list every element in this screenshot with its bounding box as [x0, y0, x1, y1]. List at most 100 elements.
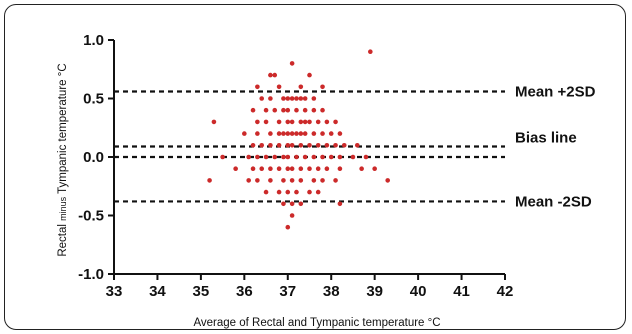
x-tick-label: 36: [236, 283, 253, 300]
data-point: [302, 119, 308, 125]
data-point: [285, 107, 291, 113]
data-point: [207, 178, 212, 183]
data-point: [363, 154, 369, 160]
data-point: [289, 61, 295, 66]
x-tick-label: 40: [410, 283, 427, 300]
data-point: [250, 166, 256, 171]
y-axis-label-part: minus: [58, 196, 68, 221]
data-point: [354, 143, 360, 148]
y-tick-label: -1.0: [78, 266, 104, 283]
data-point: [307, 189, 312, 195]
x-tick-label: 35: [193, 283, 210, 300]
data-point: [337, 154, 343, 160]
data-point: [268, 178, 273, 183]
data-point: [255, 131, 260, 136]
data-point: [276, 189, 282, 195]
data-point: [220, 154, 225, 160]
data-point: [294, 189, 299, 195]
data-point: [289, 201, 295, 207]
data-point: [285, 166, 291, 171]
data-point: [298, 96, 304, 101]
data-point: [281, 178, 286, 183]
data-point: [272, 72, 278, 78]
data-point: [242, 131, 247, 136]
data-point: [246, 154, 251, 160]
data-point: [259, 143, 265, 148]
data-point: [315, 143, 321, 148]
data-point: [294, 154, 299, 160]
data-point: [298, 119, 304, 125]
reference-line-label-1: Bias line: [515, 129, 577, 146]
chart-frame: [4, 4, 626, 330]
reference-line-label-0: Mean +2SD: [515, 83, 596, 100]
y-axis-label-part: Rectal: [57, 221, 69, 257]
x-tick-label: 38: [323, 283, 340, 300]
data-point: [298, 143, 304, 148]
data-point: [276, 84, 282, 90]
data-point: [333, 119, 338, 125]
data-point: [276, 166, 282, 171]
data-point: [315, 166, 321, 171]
data-point: [211, 119, 217, 125]
data-point: [285, 96, 291, 101]
data-point: [268, 72, 273, 78]
data-point: [302, 96, 308, 101]
data-point: [294, 131, 299, 136]
data-point: [289, 166, 295, 171]
data-point: [289, 143, 295, 148]
y-tick-label: 1.0: [83, 32, 104, 49]
data-point: [328, 154, 334, 160]
y-tick-label: 0.0: [83, 149, 104, 166]
data-point: [259, 166, 265, 171]
data-point: [311, 154, 317, 160]
data-point: [263, 119, 269, 125]
data-point: [320, 107, 325, 113]
data-point: [263, 189, 269, 195]
data-point: [311, 178, 317, 183]
data-point: [350, 154, 356, 160]
y-tick-label: -0.5: [78, 208, 104, 225]
data-point: [289, 131, 295, 136]
data-point: [268, 96, 273, 101]
data-point: [285, 154, 291, 160]
data-point: [294, 107, 299, 113]
data-point: [333, 178, 338, 183]
data-point: [320, 84, 325, 90]
data-point: [276, 119, 282, 125]
data-point: [324, 119, 330, 125]
data-point: [250, 107, 256, 113]
data-point: [289, 96, 295, 101]
x-tick-label: 42: [497, 283, 514, 300]
data-point: [289, 119, 295, 125]
data-point: [328, 131, 334, 136]
data-point: [372, 166, 377, 171]
data-point: [315, 189, 321, 195]
data-point: [281, 107, 286, 113]
data-point: [246, 178, 251, 183]
data-point: [320, 178, 325, 183]
data-point: [294, 96, 299, 101]
y-axis-label-part: Tympanic temperature °C: [57, 63, 69, 197]
data-point: [311, 107, 317, 113]
data-point: [302, 131, 308, 136]
data-point: [298, 166, 304, 171]
data-point: [324, 143, 330, 148]
data-point: [302, 107, 308, 113]
data-point: [276, 131, 282, 136]
data-point: [307, 166, 312, 171]
data-point: [272, 154, 278, 160]
data-point: [359, 166, 364, 171]
data-point: [307, 143, 312, 148]
data-point: [285, 119, 291, 125]
data-point: [268, 166, 273, 171]
x-tick-label: 41: [453, 283, 470, 300]
data-point: [337, 201, 343, 207]
data-point: [311, 131, 317, 136]
y-tick-label: 0.5: [83, 91, 104, 108]
data-point: [263, 154, 269, 160]
data-point: [298, 201, 304, 207]
data-point: [255, 154, 260, 160]
data-point: [268, 131, 273, 136]
x-tick-label: 34: [149, 283, 166, 300]
data-point: [285, 224, 291, 230]
